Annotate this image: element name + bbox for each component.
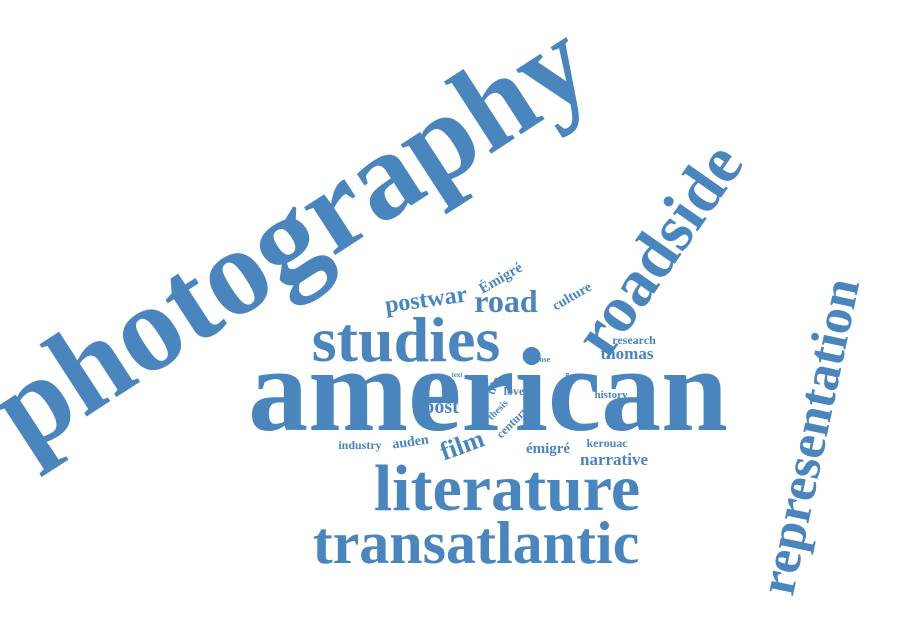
word-emigre: émigré [526,441,570,457]
word-narrative: narrative [580,450,648,469]
word-close: close [534,355,551,364]
word-trip: trip [486,376,503,397]
word-literature: literature [374,452,640,525]
word-research: research [612,333,656,347]
word-history: history [595,389,629,401]
word-american: american [248,323,728,456]
word-road: road [474,283,538,319]
word-post: post [423,396,459,418]
word-transatlantic: transatlantic [313,510,640,576]
word-love: love [504,384,525,398]
word-studies: studies [312,304,501,375]
word-kerouac: kerouac [586,436,628,450]
word-thomas: thomas [601,344,654,363]
word-text: text [451,371,463,379]
word-industry: industry [338,438,381,452]
word-auden: auden [391,433,430,453]
